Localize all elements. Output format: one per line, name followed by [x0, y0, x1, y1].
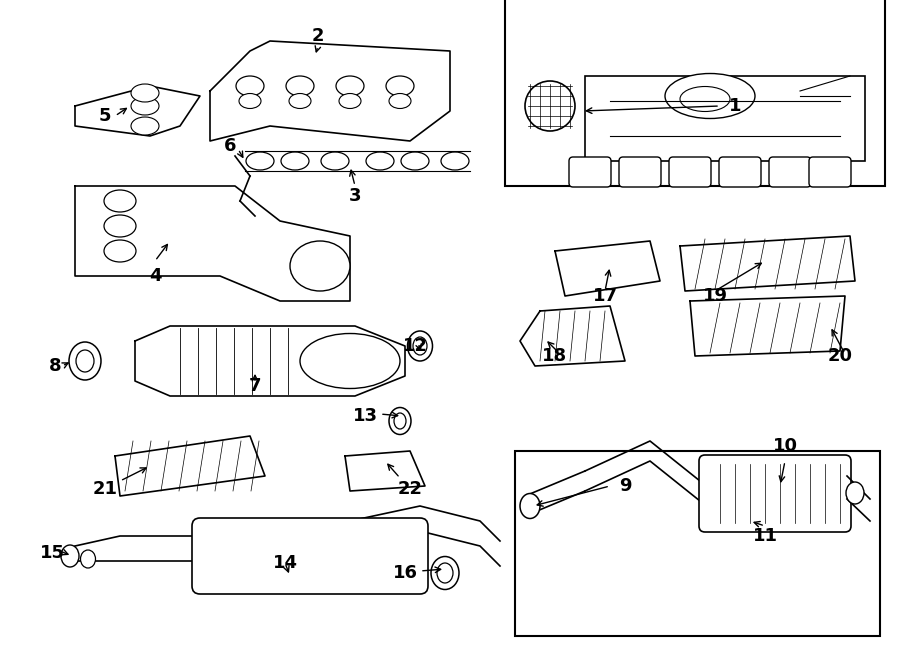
FancyBboxPatch shape [192, 518, 428, 594]
Ellipse shape [401, 152, 429, 170]
Text: 12: 12 [402, 337, 428, 355]
Text: 13: 13 [353, 407, 377, 425]
Polygon shape [210, 41, 450, 141]
Text: 22: 22 [398, 480, 422, 498]
FancyBboxPatch shape [699, 455, 851, 532]
Polygon shape [520, 306, 625, 366]
Ellipse shape [286, 76, 314, 96]
Text: 18: 18 [543, 347, 568, 365]
FancyBboxPatch shape [809, 157, 851, 187]
Polygon shape [75, 186, 350, 301]
Bar [505, 0, 885, 186]
Text: 15: 15 [40, 544, 65, 562]
Ellipse shape [290, 241, 350, 291]
Text: 16: 16 [392, 564, 418, 582]
Text: 21: 21 [93, 480, 118, 498]
Ellipse shape [131, 117, 159, 135]
FancyBboxPatch shape [769, 157, 811, 187]
Ellipse shape [104, 240, 136, 262]
Polygon shape [690, 296, 845, 356]
Ellipse shape [437, 563, 453, 583]
Ellipse shape [321, 152, 349, 170]
Ellipse shape [339, 93, 361, 108]
Ellipse shape [665, 73, 755, 118]
Ellipse shape [131, 97, 159, 115]
Ellipse shape [61, 545, 79, 567]
FancyBboxPatch shape [569, 157, 611, 187]
Text: 6: 6 [224, 137, 236, 155]
Ellipse shape [408, 331, 433, 361]
Ellipse shape [386, 76, 414, 96]
Text: 9: 9 [619, 477, 631, 495]
Text: 1: 1 [729, 97, 742, 115]
Ellipse shape [431, 557, 459, 590]
Polygon shape [115, 436, 265, 496]
Polygon shape [135, 326, 405, 396]
Ellipse shape [281, 152, 309, 170]
Bar [515, 451, 880, 636]
Text: 19: 19 [703, 287, 727, 305]
Text: 8: 8 [49, 357, 61, 375]
Ellipse shape [394, 413, 406, 429]
Text: 7: 7 [248, 377, 261, 395]
Ellipse shape [239, 93, 261, 108]
Polygon shape [680, 236, 855, 291]
Ellipse shape [680, 87, 730, 112]
Text: 4: 4 [148, 267, 161, 285]
Ellipse shape [69, 342, 101, 380]
FancyBboxPatch shape [669, 157, 711, 187]
Text: 20: 20 [827, 347, 852, 365]
Text: 3: 3 [349, 187, 361, 205]
Text: 2: 2 [311, 27, 324, 45]
FancyBboxPatch shape [619, 157, 661, 187]
Text: 10: 10 [772, 437, 797, 455]
Polygon shape [555, 241, 660, 296]
Ellipse shape [846, 482, 864, 504]
Polygon shape [345, 451, 425, 491]
Ellipse shape [389, 407, 411, 434]
Ellipse shape [80, 550, 95, 568]
Ellipse shape [300, 334, 400, 389]
Ellipse shape [246, 152, 274, 170]
Ellipse shape [520, 494, 540, 518]
Ellipse shape [104, 215, 136, 237]
Text: 14: 14 [273, 554, 298, 572]
Ellipse shape [413, 337, 427, 355]
Ellipse shape [104, 190, 136, 212]
Text: 11: 11 [752, 527, 778, 545]
Circle shape [525, 81, 575, 131]
Ellipse shape [131, 84, 159, 102]
Ellipse shape [336, 76, 364, 96]
Polygon shape [75, 86, 200, 136]
Ellipse shape [76, 350, 94, 372]
Ellipse shape [441, 152, 469, 170]
Text: 5: 5 [99, 107, 112, 125]
Ellipse shape [389, 93, 411, 108]
Ellipse shape [289, 93, 311, 108]
Polygon shape [585, 76, 865, 161]
FancyBboxPatch shape [719, 157, 761, 187]
Ellipse shape [236, 76, 264, 96]
Ellipse shape [366, 152, 394, 170]
Text: 17: 17 [592, 287, 617, 305]
